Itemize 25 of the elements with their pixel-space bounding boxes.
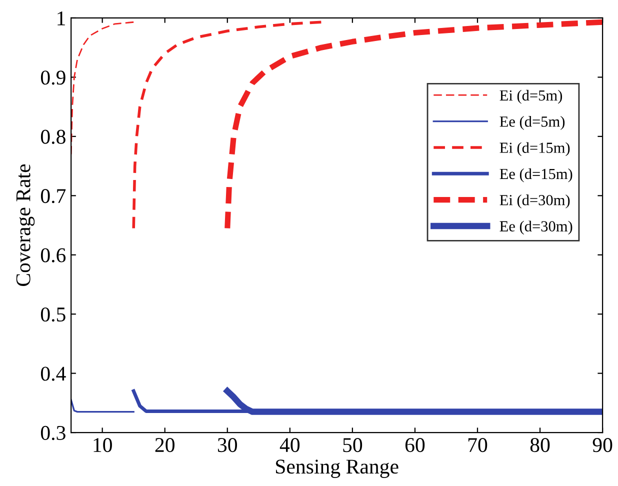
x-tick-label: 50 (343, 438, 362, 452)
legend-label: Ee (d=15m) (500, 168, 572, 182)
x-tick-label: 20 (155, 438, 174, 452)
y-tick-label: 0.3 (40, 426, 66, 440)
x-axis-title: Sensing Range (276, 460, 398, 478)
legend-label: Ei (d=15m) (500, 142, 570, 156)
y-tick-label: 0.4 (40, 366, 66, 381)
y-axis-title: Coverage Rate (16, 164, 35, 286)
legend-label: Ee (d=30m) (500, 220, 572, 235)
legend-label: Ee (d=5m) (500, 116, 565, 130)
x-tick-label: 40 (280, 438, 300, 452)
y-tick-label: 0.7 (40, 189, 66, 204)
x-tick-label: 30 (218, 438, 238, 452)
y-tick-label: 0.6 (40, 248, 66, 262)
y-tick-label: 0.5 (40, 307, 66, 322)
x-tick-label: 80 (530, 438, 550, 452)
legend-label: Ei (d=5m) (500, 90, 562, 104)
y-tick-label: 0.8 (40, 130, 66, 144)
x-tick-label: 70 (468, 438, 488, 452)
y-tick-label: 0.9 (40, 70, 66, 85)
x-tick-label: 90 (592, 438, 612, 452)
x-tick-label: 10 (94, 438, 112, 452)
x-tick-label: 60 (405, 438, 425, 452)
y-tick-label: 1 (58, 11, 65, 26)
legend-label: Ei (d=30m) (500, 194, 570, 208)
